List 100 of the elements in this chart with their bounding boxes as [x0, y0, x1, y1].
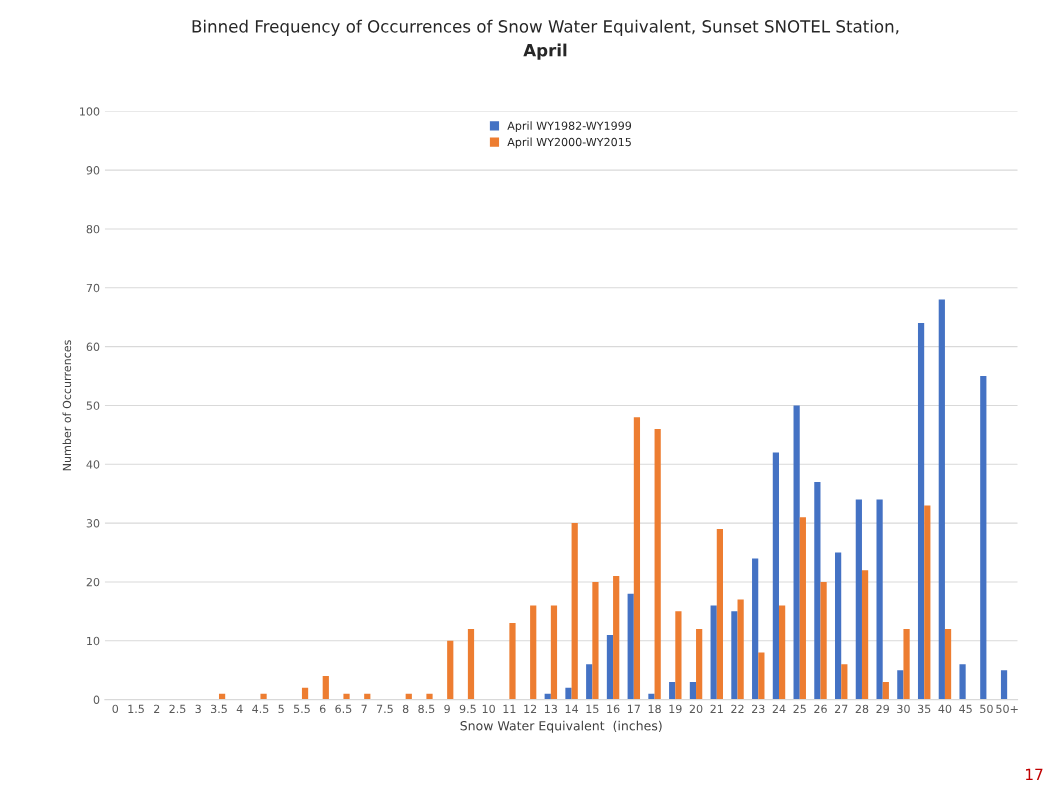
bar	[654, 428, 661, 700]
bar	[752, 558, 759, 700]
y-tick-label: 30	[86, 519, 100, 528]
bar	[343, 693, 350, 700]
bar	[903, 629, 910, 700]
text: 17	[1025, 768, 1043, 780]
bar	[758, 652, 765, 700]
x-tick-label: 17	[627, 704, 640, 713]
bar	[938, 299, 945, 700]
bar	[820, 581, 827, 700]
x-tick-label: 18	[648, 704, 661, 714]
bar	[301, 687, 309, 700]
y-tick-label: 0	[93, 695, 100, 704]
x-tick-label: 28	[855, 704, 869, 714]
bar	[779, 605, 786, 700]
bar	[613, 576, 620, 700]
x-tick-label: 27	[834, 704, 848, 713]
x-tick-label: 50	[980, 704, 993, 714]
bar	[799, 517, 806, 700]
x-tick-label: 45	[959, 704, 972, 714]
y-tick-label: 100	[80, 107, 100, 116]
bar	[959, 664, 966, 700]
bar	[716, 528, 723, 700]
bar	[571, 523, 578, 700]
bar	[876, 499, 883, 700]
bar	[944, 629, 952, 700]
x-tick-label: 2	[154, 704, 160, 713]
x-tick-label: 13	[545, 704, 558, 714]
bar	[841, 664, 848, 700]
x-tick-label: 40	[938, 704, 952, 714]
x-tick-label: 30	[897, 704, 910, 714]
x-tick-label: 26	[814, 704, 827, 714]
x-tick-label: 35	[917, 704, 931, 714]
x-tick-label: 9.5	[459, 704, 476, 714]
x-tick-label: 7	[361, 704, 367, 713]
x-tick-label: 8.5	[418, 704, 435, 714]
x-tick-label: 4.5	[252, 704, 269, 714]
y-tick-label: 90	[86, 166, 100, 175]
bar	[669, 681, 676, 700]
bar	[1000, 670, 1008, 700]
x-tick-label: 22	[731, 704, 744, 713]
bar	[426, 693, 433, 700]
x-tick-label: 24	[772, 704, 786, 713]
x-tick-label: 0	[112, 704, 119, 714]
bar	[696, 629, 703, 700]
bar	[924, 505, 931, 700]
bar	[675, 611, 682, 700]
x-tick-label: 5	[278, 704, 284, 714]
x-tick-label: 6	[319, 704, 326, 714]
x-tick-label: 1.5	[128, 704, 144, 714]
legend-label: April WY2000-WY2015	[507, 137, 631, 149]
bar	[260, 693, 267, 700]
x-tick-label: 9	[444, 704, 450, 714]
bar	[550, 605, 558, 700]
bar	[897, 670, 904, 700]
bar	[586, 664, 593, 700]
x-tick-label: 7.5	[376, 704, 393, 714]
bar	[861, 570, 869, 700]
y-tick-label: 50	[86, 401, 100, 410]
bar	[737, 599, 744, 700]
x-tick-label: 2.5	[169, 704, 186, 714]
x-tick-label: 16	[607, 704, 620, 714]
chart-subtitle: April	[523, 43, 567, 60]
bar	[648, 693, 655, 700]
bar	[447, 640, 454, 700]
bar	[731, 611, 738, 700]
bar	[467, 629, 475, 700]
y-axis-title: Number of Occurrences	[62, 340, 72, 471]
y-tick-label: 40	[86, 460, 100, 469]
bar	[793, 405, 800, 700]
bar	[689, 681, 697, 700]
x-axis-title: Snow Water Equivalent (inches)	[460, 720, 662, 733]
bar	[509, 623, 516, 700]
x-tick-label: 50+	[996, 704, 1018, 714]
x-tick-label: 4	[236, 704, 243, 713]
bar	[606, 634, 614, 700]
y-tick-label: 60	[86, 342, 100, 351]
y-tick-label: 70	[86, 283, 100, 293]
x-tick-label: 10	[482, 704, 495, 714]
x-tick-label: 14	[565, 704, 579, 713]
bar	[592, 581, 599, 700]
x-tick-label: 15	[586, 704, 599, 714]
legend-label: April WY1982-WY1999	[507, 121, 632, 133]
x-tick-label: 29	[876, 704, 889, 714]
bar	[627, 593, 634, 700]
y-tick-label: 80	[86, 224, 100, 234]
bar	[917, 323, 925, 700]
bar	[633, 417, 641, 700]
bar	[322, 676, 329, 700]
bar	[835, 552, 842, 700]
x-tick-label: 6.5	[335, 704, 352, 714]
y-tick-label: 10	[87, 636, 100, 646]
x-tick-label: 20	[689, 704, 703, 714]
x-tick-label: 25	[793, 704, 806, 714]
chart-title: Binned Frequency of Occurrences of Snow Water Equivalent, Sunset SNOTEL Station,	[192, 19, 899, 36]
bar	[980, 376, 987, 700]
bar	[710, 605, 717, 700]
x-tick-label: 3.5	[210, 704, 227, 714]
x-tick-label: 12	[524, 704, 537, 713]
x-tick-label: 23	[752, 704, 765, 714]
